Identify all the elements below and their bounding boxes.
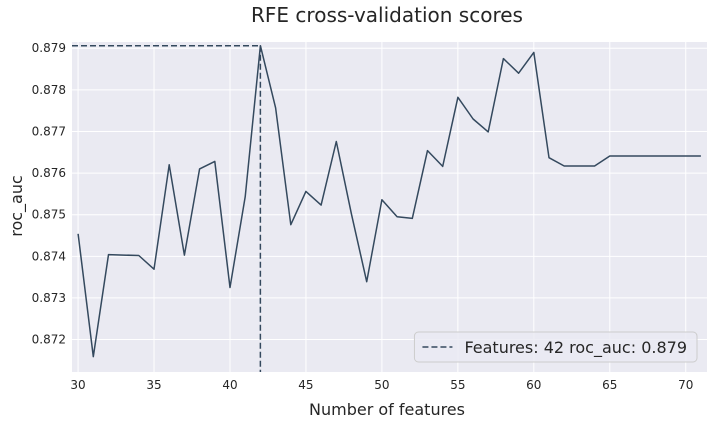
legend: Features: 42 roc_auc: 0.879 [413,331,698,363]
y-tick-label: 0.879 [32,41,66,55]
tick-labels: 30 35 40 45 50 55 60 65 70 0.872 0.873 0.874 0.875 0.… [32,41,694,392]
y-tick-label: 0.874 [32,249,66,263]
y-tick-label: 0.875 [32,208,66,222]
legend-label: Features: 42 roc_auc: 0.879 [464,338,687,358]
y-tick-label: 0.873 [32,291,66,305]
x-tick-label: 50 [374,378,389,392]
legend-box [413,331,698,363]
y-axis-label: roc_auc [7,175,27,237]
y-tick-label: 0.878 [32,83,66,97]
x-tick-label: 40 [222,378,237,392]
score-series-line [77,44,701,358]
y-tick-label: 0.877 [32,124,66,138]
series-layer [77,44,701,358]
x-tick-label: 65 [602,378,617,392]
x-axis-label: Number of features [309,400,465,419]
best-score-markers [72,44,262,372]
y-tick-label: 0.876 [32,166,66,180]
x-tick-label: 70 [678,378,693,392]
chart-title: RFE cross-validation scores [251,3,523,27]
x-tick-label: 45 [298,378,313,392]
x-tick-label: 35 [146,378,161,392]
y-tick-label: 0.872 [32,333,66,347]
x-tick-label: 30 [70,378,85,392]
plot-area [72,42,707,372]
x-tick-label: 55 [450,378,465,392]
x-tick-label: 60 [526,378,541,392]
